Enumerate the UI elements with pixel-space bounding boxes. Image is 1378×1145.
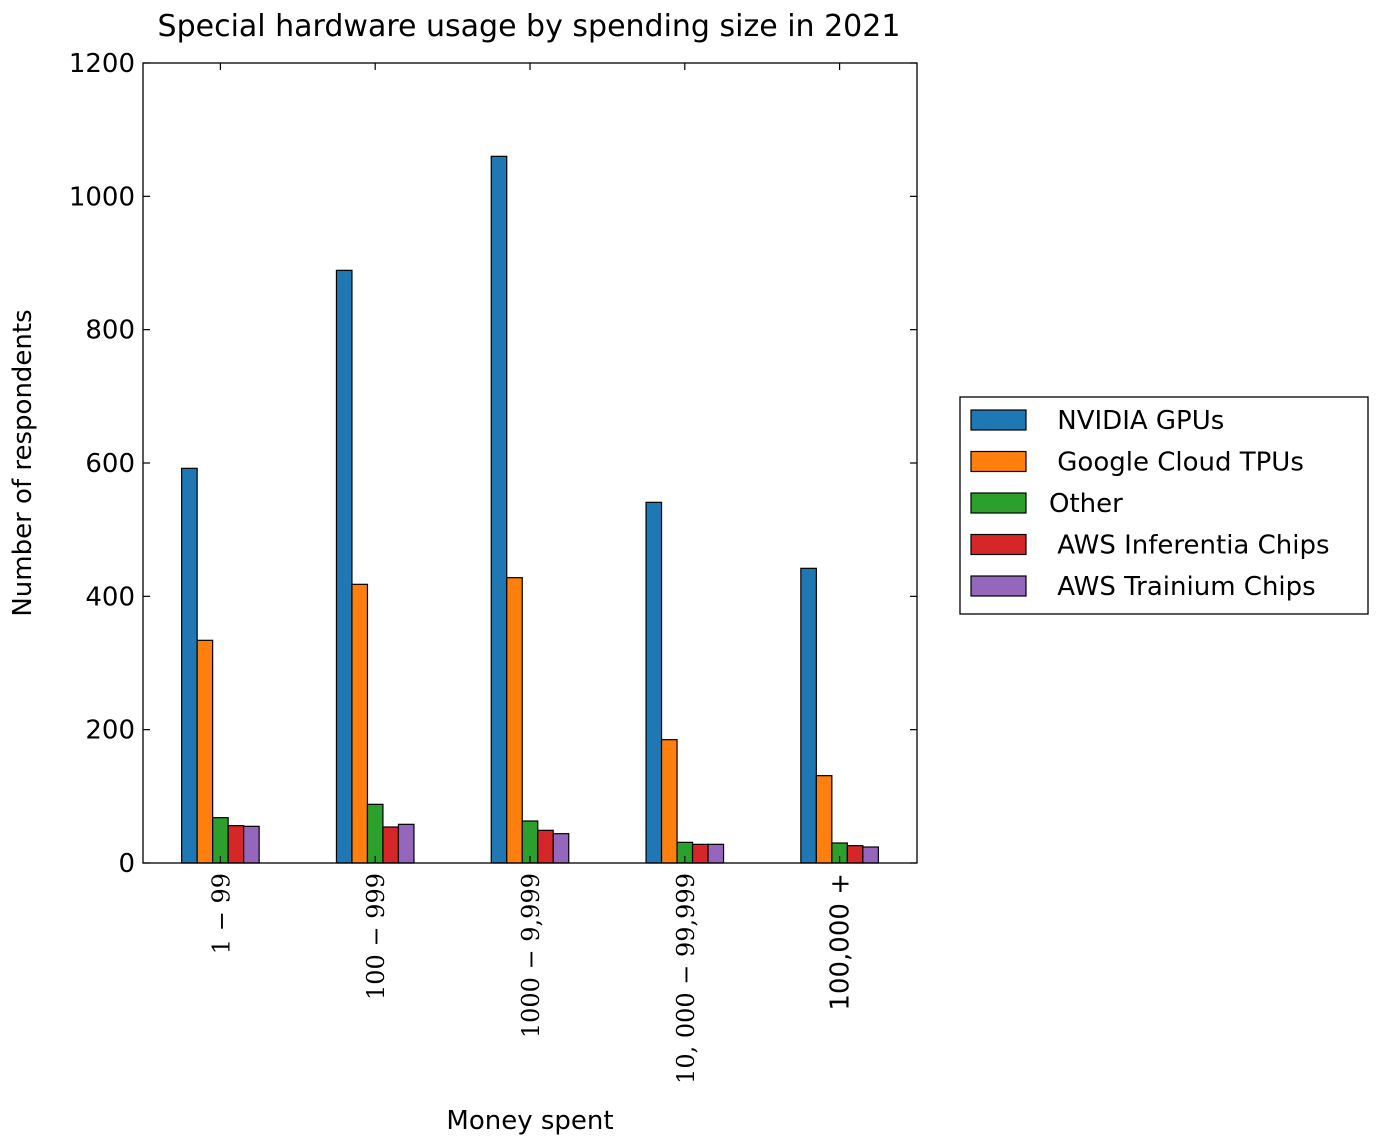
x-axis-label: Money spent <box>446 1106 613 1136</box>
bar-4-1 <box>815 775 833 864</box>
legend-swatch-4 <box>970 575 1027 597</box>
legend-swatch-2 <box>970 492 1027 514</box>
x-tick-label-2: 1000 − 9,999 <box>517 873 545 1038</box>
bar-1-0 <box>335 269 353 864</box>
bar-4-3 <box>846 845 864 864</box>
bar-2-0 <box>490 155 508 864</box>
legend-swatch-0 <box>970 409 1027 431</box>
bar-3-3 <box>691 843 709 864</box>
y-axis-label: Number of respondents <box>8 309 38 616</box>
legend-label-2: Other <box>1049 489 1123 519</box>
y-tick-label-1: 200 <box>85 716 135 746</box>
y-tick-label-4: 800 <box>85 316 135 346</box>
bar-0-0 <box>181 467 198 864</box>
y-tick-label-6: 1200 <box>69 49 135 79</box>
bar-1-3 <box>382 826 400 864</box>
bar-2-1 <box>506 577 523 864</box>
x-tick-label-0: 1 − 99 <box>207 873 235 954</box>
y-tick-label-2: 400 <box>85 582 135 612</box>
bar-2-4 <box>552 833 570 864</box>
bar-0-1 <box>196 639 214 864</box>
y-tick-label-0: 0 <box>118 849 135 879</box>
legend-swatch-1 <box>970 450 1027 473</box>
bar-2-3 <box>537 829 554 864</box>
legend-label-1: Google Cloud TPUs <box>1049 448 1304 478</box>
bar-0-3 <box>227 825 245 864</box>
bar-3-1 <box>660 739 678 864</box>
legend-frame <box>959 396 1369 615</box>
legend-label-0: NVIDIA GPUs <box>1049 406 1224 436</box>
bar-3-4 <box>707 843 725 864</box>
chart-title: Special hardware usage by spending size … <box>158 9 901 44</box>
bar-4-4 <box>862 846 879 864</box>
bar-1-2 <box>366 803 384 864</box>
bar-0-4 <box>243 825 260 864</box>
bar-3-0 <box>645 501 663 864</box>
bar-1-1 <box>351 583 369 864</box>
bar-4-0 <box>800 567 817 864</box>
legend-label-4: AWS Trainium Chips <box>1049 572 1316 602</box>
x-tick-label-4: 100,000 + <box>826 873 856 1011</box>
x-tick-labels: 1 − 99 100 − 999 1000 − 9,999 10, 000 − 99,… <box>207 873 855 1084</box>
x-tick-label-3: 10, 000 − 99,999 <box>672 873 700 1084</box>
y-tick-label-3: 600 <box>85 449 135 479</box>
x-tick-label-1: 100 − 999 <box>362 873 390 1000</box>
legend-swatch-3 <box>970 533 1027 556</box>
y-tick-label-5: 1000 <box>69 182 135 212</box>
y-tick-labels: 0 200 400 600 800 1000 1200 <box>69 49 135 879</box>
legend-label-3: AWS Inferentia Chips <box>1049 531 1330 561</box>
ticks-layer <box>143 62 917 864</box>
bar-1-4 <box>397 823 415 864</box>
legend: NVIDIA GPUs Google Cloud TPUs Other AWS I… <box>959 396 1369 615</box>
bars-layer <box>181 155 879 864</box>
